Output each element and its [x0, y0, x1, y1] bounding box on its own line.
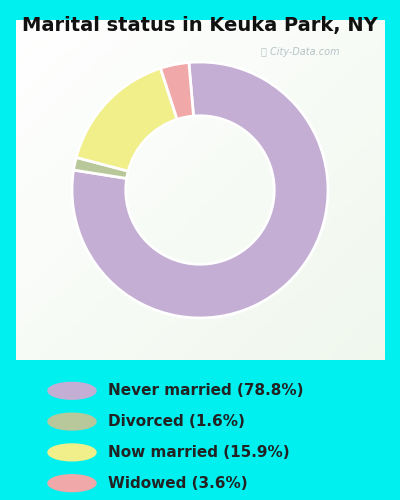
Text: Marital status in Keuka Park, NY: Marital status in Keuka Park, NY: [22, 16, 378, 34]
Text: Now married (15.9%): Now married (15.9%): [108, 445, 290, 460]
Wedge shape: [160, 62, 194, 120]
Text: Widowed (3.6%): Widowed (3.6%): [108, 476, 248, 490]
Circle shape: [48, 475, 96, 492]
Wedge shape: [72, 62, 328, 318]
Wedge shape: [74, 158, 128, 178]
Circle shape: [48, 444, 96, 461]
Text: Divorced (1.6%): Divorced (1.6%): [108, 414, 245, 429]
Circle shape: [48, 413, 96, 430]
Circle shape: [48, 382, 96, 399]
Wedge shape: [76, 68, 177, 171]
Text: Never married (78.8%): Never married (78.8%): [108, 384, 304, 398]
Text: ⓘ City-Data.com: ⓘ City-Data.com: [261, 47, 340, 57]
